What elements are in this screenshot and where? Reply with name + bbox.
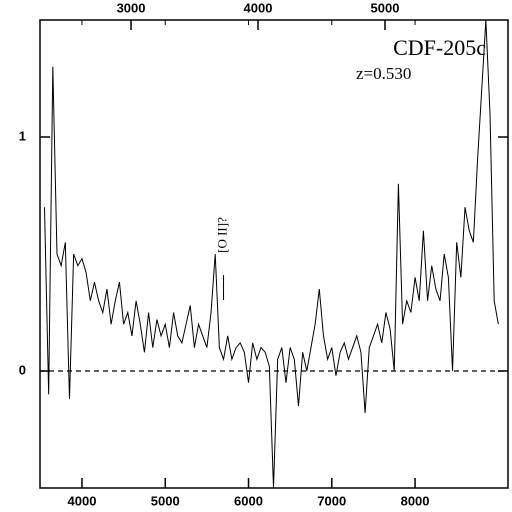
x-tick-label: 8000	[401, 493, 430, 508]
x2-tick-label: 4000	[244, 0, 273, 15]
x2-tick-label: 3000	[117, 0, 146, 15]
chart-subtitle: z=0.530	[356, 64, 411, 83]
annotation-label: [O II]?	[215, 217, 230, 253]
plot-frame	[39, 19, 509, 489]
x-tick-label: 6000	[234, 493, 263, 508]
x2-tick-label: 5000	[371, 0, 400, 15]
y-tick-label: 1	[19, 128, 26, 143]
x-tick-label: 5000	[151, 493, 180, 508]
y-tick-label: 0	[19, 362, 26, 377]
spectrum-line	[44, 20, 499, 488]
x-tick-label: 4000	[68, 493, 97, 508]
x-tick-label: 7000	[317, 493, 346, 508]
chart-title: CDF-205c	[393, 35, 486, 60]
